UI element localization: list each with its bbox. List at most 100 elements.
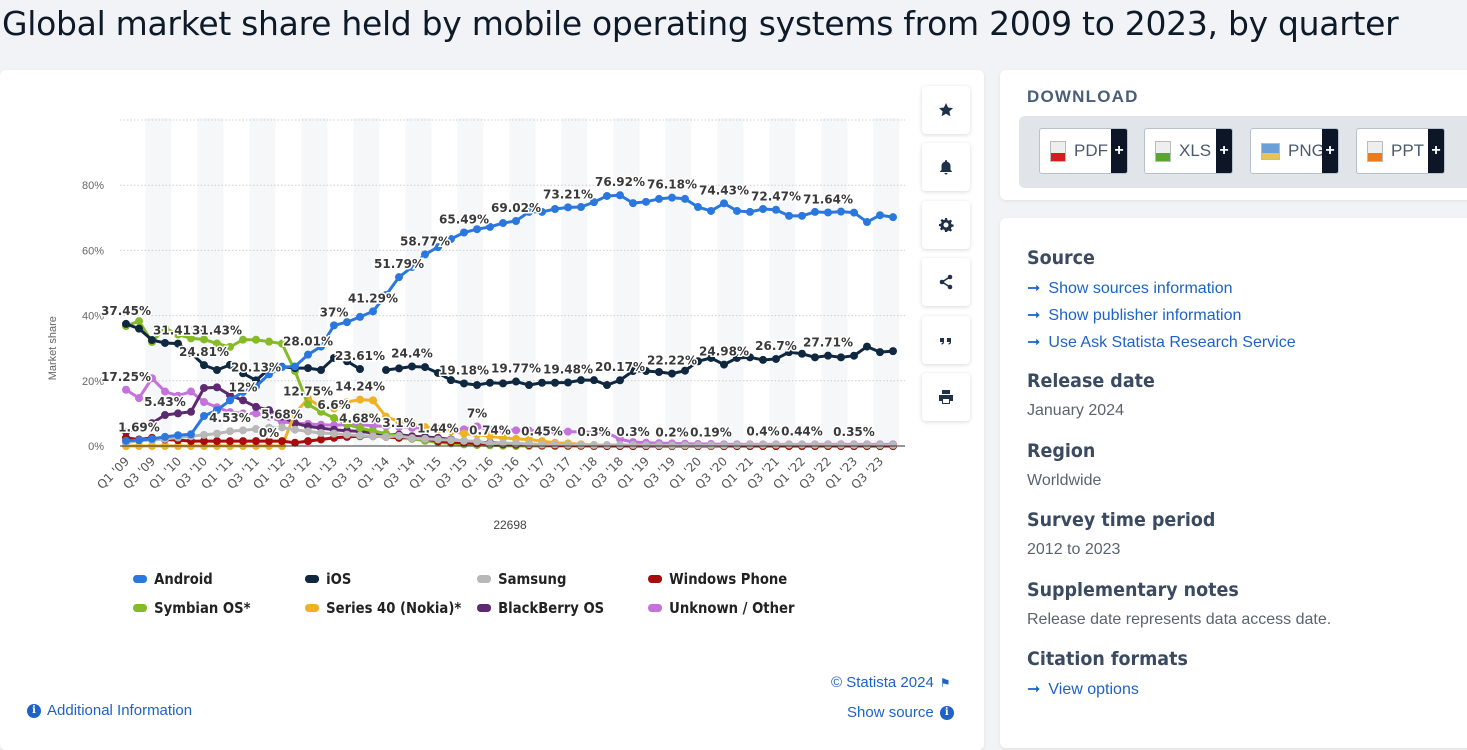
data-point: [174, 339, 182, 348]
data-point: [824, 440, 832, 449]
button-label: XLS: [1179, 141, 1212, 160]
data-point: [330, 413, 338, 422]
plot-band: [457, 118, 484, 446]
legend-item-windows-phone[interactable]: Windows Phone: [648, 570, 787, 588]
data-point: [213, 383, 221, 392]
legend-label: BlackBerry OS: [498, 599, 605, 617]
data-point: [668, 441, 676, 450]
legend-item-symbian[interactable]: Symbian OS*: [133, 599, 250, 617]
data-point: [681, 194, 689, 203]
data-point: [876, 211, 884, 220]
legend-item-android[interactable]: Android: [133, 570, 213, 588]
data-point: [382, 412, 390, 421]
statista-copyright-link[interactable]: © Statista 2024 ⚑: [831, 674, 951, 691]
link-label: Use Ask Statista Research Service: [1048, 334, 1296, 351]
data-point: [512, 377, 520, 386]
data-point: [148, 374, 156, 383]
legend-item-samsung[interactable]: Samsung: [477, 570, 566, 588]
data-point: [590, 198, 598, 207]
plot-band: [353, 118, 380, 446]
data-point: [408, 263, 416, 272]
data-point: [603, 381, 611, 390]
data-point: [681, 366, 689, 375]
pdf-file-icon: [1050, 140, 1066, 162]
data-point: [356, 312, 364, 321]
data-point: [356, 431, 364, 440]
data-label: 12.75%: [283, 384, 333, 398]
data-label: 27.71%: [803, 336, 853, 350]
y-tick-label: 20%: [82, 376, 104, 388]
favorite-button[interactable]: [922, 86, 970, 134]
download-pdf-button[interactable]: PDF +: [1039, 128, 1128, 174]
data-point: [317, 435, 325, 444]
data-point: [590, 376, 598, 385]
data-point: [252, 382, 260, 391]
link-label: View options: [1048, 681, 1139, 698]
data-point: [265, 412, 273, 421]
data-point: [382, 432, 390, 441]
region-value: Worldwide: [1027, 472, 1102, 489]
y-tick-label: 80%: [82, 180, 104, 192]
legend-label: Series 40 (Nokia)*: [326, 599, 462, 617]
data-point: [460, 379, 468, 388]
series-ios: [122, 319, 897, 390]
data-point: [863, 440, 871, 449]
data-point: [421, 434, 429, 443]
data-point: [499, 379, 507, 388]
link-label: Show sources information: [1048, 280, 1233, 297]
legend-item-unknown-other[interactable]: Unknown / Other: [648, 599, 794, 617]
legend-item-ios[interactable]: iOS: [305, 570, 351, 588]
data-point: [395, 417, 403, 426]
data-point: [629, 367, 637, 376]
data-point: [837, 207, 845, 216]
view-options-link[interactable]: ➞ View options: [1027, 679, 1139, 699]
y-axis-label: Market share: [47, 316, 59, 380]
show-sources-link[interactable]: ➞ Show sources information: [1027, 278, 1233, 298]
data-label: 31.41%: [153, 324, 203, 338]
download-png-button[interactable]: PNG +: [1250, 128, 1339, 174]
data-point: [434, 435, 442, 444]
data-point: [291, 438, 299, 447]
data-point: [499, 439, 507, 448]
data-point: [382, 422, 390, 431]
ask-statista-link[interactable]: ➞ Use Ask Statista Research Service: [1027, 332, 1296, 352]
cite-button[interactable]: [922, 316, 970, 364]
share-button[interactable]: [922, 258, 970, 306]
legend-item-blackberry[interactable]: BlackBerry OS: [477, 599, 604, 617]
data-label: 41.29%: [348, 291, 398, 305]
data-point: [564, 378, 572, 387]
data-point: [616, 435, 624, 444]
data-point: [642, 441, 650, 450]
download-ppt-button[interactable]: PPT +: [1356, 128, 1445, 174]
legend-item-series40[interactable]: Series 40 (Nokia)*: [305, 599, 461, 617]
data-point: [603, 441, 611, 450]
print-button[interactable]: [922, 373, 970, 421]
additional-information-label: Additional Information: [47, 702, 193, 719]
data-point: [200, 430, 208, 439]
show-source-link[interactable]: Show source i: [847, 704, 954, 721]
data-point: [525, 207, 533, 216]
data-label: 69.02%: [491, 201, 541, 215]
data-point: [278, 423, 286, 432]
ppt-file-icon: [1367, 140, 1383, 162]
download-xls-button[interactable]: XLS +: [1144, 128, 1233, 174]
data-point: [642, 197, 650, 206]
data-point: [785, 440, 793, 449]
button-label: PNG: [1288, 141, 1325, 160]
data-point: [304, 427, 312, 436]
data-point: [889, 213, 897, 222]
data-point: [213, 406, 221, 415]
data-point: [317, 342, 325, 351]
data-point: [577, 427, 585, 436]
data-point: [655, 367, 663, 376]
plot-band: [249, 118, 276, 446]
settings-button[interactable]: [922, 201, 970, 249]
data-point: [720, 360, 728, 369]
plot-band: [509, 118, 536, 446]
data-point: [213, 366, 221, 375]
additional-information-link[interactable]: i Additional Information: [27, 702, 192, 719]
notification-button[interactable]: [922, 143, 970, 191]
data-point: [694, 357, 702, 366]
show-publisher-link[interactable]: ➞ Show publisher information: [1027, 305, 1241, 325]
data-point: [837, 353, 845, 362]
